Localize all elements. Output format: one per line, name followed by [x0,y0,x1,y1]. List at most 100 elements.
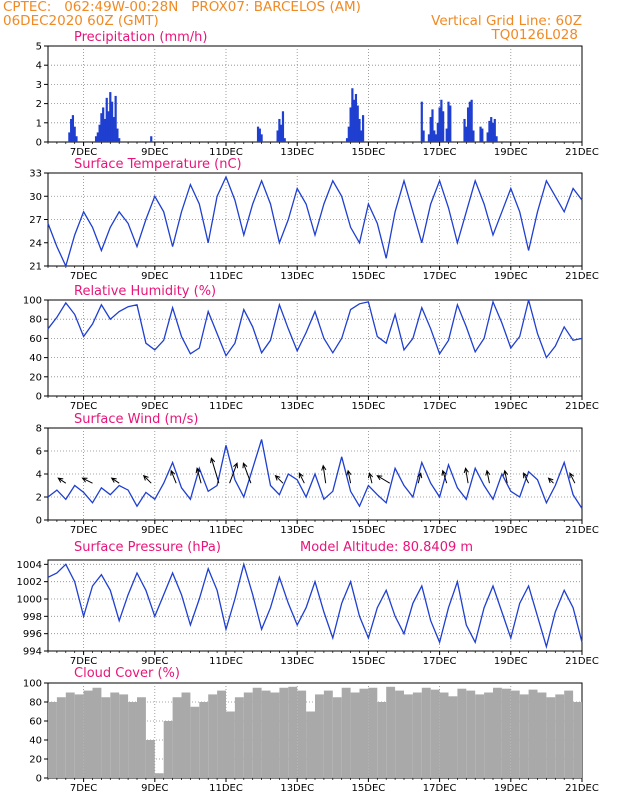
wind-vector-arrow [376,475,391,484]
cloud-bar [199,702,209,778]
precip-bar [490,117,493,142]
precip-bar [114,95,117,142]
x-tick-label: 11DEC [209,656,243,667]
precip-bar [420,101,423,142]
precip-bar [276,130,279,142]
precip-bar [283,138,286,142]
y-tick-label: 996 [23,629,42,640]
precip-bar [442,111,445,142]
y-tick-label: 30 [29,192,42,203]
cloud-bar [323,690,333,778]
x-tick-label: 9DEC [141,525,168,536]
panel-6: 0 20 40 60 80 100 7DEC 9DEC 11DEC 13DEC 15DEC 17DEC… [23,666,599,794]
panel-annotation: Model Altitude: 80.8409 m [300,540,473,555]
y-tick-label: 20 [29,372,42,383]
y-tick-label: 20 [29,755,42,766]
cloud-bar [412,692,422,778]
x-tick-label: 13DEC [280,783,314,794]
y-tick-label: 998 [23,612,42,623]
cloud-bar [528,689,538,778]
y-tick-label: 0 [36,392,42,403]
cloud-bar [306,711,315,778]
panel-title: Surface Temperature (nC) [74,157,242,172]
precip-bar [110,101,114,142]
x-tick-label: 9DEC [141,401,168,412]
cloud-bar [56,697,66,778]
header-station-line: CPTEC: 062:49W-00:28N PROX07: BARCELOS (… [3,0,361,15]
precip-bar [109,92,112,142]
panel-title: Precipitation (mm/h) [74,30,207,45]
series-line [47,299,583,359]
precip-bar [436,122,439,142]
cloud-bar [270,692,280,778]
x-tick-label: 15DEC [352,271,386,282]
cloud-bar [359,688,369,778]
y-tick-label: 1004 [17,560,42,571]
precip-bar [463,118,466,142]
x-tick-label: 13DEC [280,147,314,158]
x-tick-label: 7DEC [70,783,97,794]
header-date-line: 06DEC2020 60Z (GMT) [3,13,159,29]
y-tick-label: 40 [29,736,42,747]
x-tick-label: 21DEC [565,525,599,536]
precip-bar [466,107,470,142]
cloud-bar [510,690,520,778]
x-tick-label: 13DEC [280,525,314,536]
panel-1: 0 1 2 3 4 5 7DEC 9DEC 11DEC 13DEC 15DEC 17DEC 19DEC 2… [36,30,599,158]
cloud-bar [448,696,458,778]
wind-vector-arrow [503,469,509,484]
x-tick-label: 7DEC [70,656,97,667]
precip-bar [70,118,73,142]
precip-bar [422,130,425,142]
x-tick-label: 9DEC [141,271,168,282]
precip-bar [103,118,107,142]
precip-bar [256,126,260,142]
y-tick-label: 2 [36,99,42,110]
precip-bar [434,134,438,142]
x-tick-label: 11DEC [209,525,243,536]
y-tick-label: 0 [36,774,42,785]
cloud-bar [65,692,75,778]
x-tick-label: 15DEC [352,525,386,536]
precip-bar [440,99,443,142]
precip-bar [358,118,361,142]
y-tick-label: 40 [29,353,42,364]
cloud-bar [243,692,253,778]
x-tick-label: 13DEC [280,656,314,667]
cloud-bar [252,687,262,778]
cloud-bar [208,694,218,778]
precip-bar [94,136,98,142]
plot-frame [47,45,583,143]
precip-bar [278,118,281,142]
precip-bar [360,130,363,142]
x-tick-label: 19DEC [494,271,528,282]
wind-vector-arrow [274,474,284,484]
cloud-bar [128,702,137,778]
y-tick-label: 60 [29,717,42,728]
precip-bar [433,130,436,142]
cloud-bar [395,690,404,778]
x-tick-label: 17DEC [423,525,457,536]
y-tick-label: 1 [36,118,42,129]
x-tick-label: 17DEC [423,271,457,282]
cloud-bar [154,773,164,778]
precip-bar [427,134,431,142]
cloud-bar [564,690,574,778]
cloud-bar [493,687,502,778]
wind-vector-arrow [346,469,352,484]
cloud-bar [163,721,173,778]
precip-bar [486,132,489,142]
precip-bar [356,105,359,142]
cloud-bar [234,697,244,778]
cloud-bar [555,694,565,778]
series-line [47,439,583,509]
cloud-bar [501,688,511,778]
precip-bar [493,118,496,142]
precip-bar [73,126,76,142]
wind-vector-arrow [110,477,120,484]
x-tick-label: 7DEC [70,401,97,412]
precip-bar [281,111,285,142]
x-tick-label: 7DEC [70,147,97,158]
precip-bar [68,132,71,142]
